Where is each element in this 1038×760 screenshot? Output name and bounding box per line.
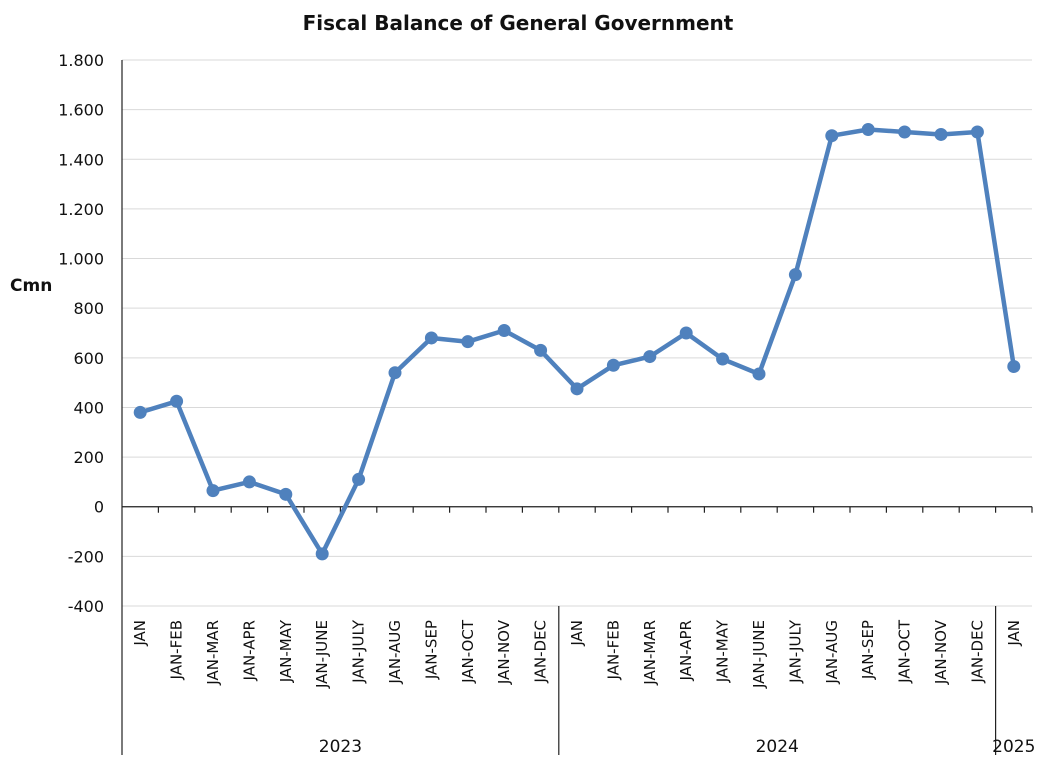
x-tick-label: JAN-FEB [604,620,622,680]
data-point [570,382,584,396]
y-tick-label: -400 [68,597,104,616]
x-tick-label: JAN-JULY [786,619,804,684]
y-tick-label: 1.000 [58,250,104,269]
y-tick-label: 1.400 [58,150,104,169]
y-tick-label: 200 [73,448,104,467]
data-point [388,366,402,380]
year-groups: 2023 2024 2025 [319,606,1035,757]
data-point [861,122,875,136]
y-tick-label: 1.800 [58,51,104,70]
x-tick-label: JAN [568,620,586,647]
x-tick-label: JAN-NOV [932,619,950,685]
data-point [788,268,802,282]
series-line [137,127,1017,557]
data-point [279,487,293,501]
y-tick-label: 1.200 [58,200,104,219]
x-tick-label: JAN-JUNE [750,620,768,689]
x-tick-label: JAN-APR [677,620,695,681]
year-label: 2025 [992,737,1035,757]
data-point [461,335,475,349]
data-point [242,475,256,489]
x-tick-label: JAN-JUNE [313,620,331,689]
x-axis-ticks: JAN JAN-FEB JAN-MAR JAN-APR JAN-MAY JAN-JUNE J… [131,506,1033,689]
data-point [206,484,220,498]
x-tick-label: JAN-NOV [495,619,513,685]
data-point [352,472,366,486]
x-tick-label: JAN-AUG [823,620,841,685]
x-tick-label: JAN-SEP [859,620,877,680]
x-tick-label: JAN-OCT [459,619,477,684]
y-axis-ticks: 1.800 1.600 1.400 1.200 1.000 800 600 400 200 0 -2… [58,51,104,616]
data-point [643,350,657,364]
year-label: 2023 [319,737,362,757]
y-axis-label: Cmn [10,276,52,296]
x-tick-label: JAN-APR [240,620,258,681]
x-tick-label: JAN-DEC [532,620,550,684]
data-point [606,358,620,372]
y-tick-label: 1.600 [58,101,104,120]
x-tick-label: JAN-AUG [386,620,404,685]
data-point [424,331,438,345]
data-point [679,326,693,340]
data-point [898,125,912,139]
y-tick-label: 0 [94,498,104,517]
data-point [716,352,730,366]
x-tick-label: JAN [131,620,149,647]
data-point [534,343,548,357]
x-tick-label: JAN-FEB [168,620,186,680]
x-tick-label: JAN-DEC [968,620,986,684]
gridlines [122,59,1032,607]
data-point [934,127,948,141]
data-point [133,405,147,419]
y-tick-label: 800 [73,299,104,318]
series-fiscal-balance [133,122,1021,561]
data-point [970,125,984,139]
x-tick-label: JAN-MAY [277,619,295,683]
x-tick-label: JAN-MAY [714,619,732,683]
year-label: 2024 [756,737,799,757]
y-tick-label: 600 [73,349,104,368]
data-point [497,324,511,338]
x-tick-label: JAN-MAR [641,620,659,686]
data-point [825,129,839,143]
axes [121,60,1032,755]
x-tick-label: JAN-SEP [422,620,440,680]
x-tick-label: JAN-MAR [204,620,222,686]
data-point [1007,360,1021,374]
data-point [752,367,766,381]
x-tick-label: JAN-OCT [896,619,914,684]
data-point [315,547,329,561]
x-tick-label: JAN [1005,620,1023,647]
y-tick-label: 400 [73,398,104,417]
data-point [170,394,184,408]
x-tick-label: JAN-JULY [350,619,368,684]
chart-title: Fiscal Balance of General Government [303,11,734,35]
y-tick-label: -200 [68,547,104,566]
